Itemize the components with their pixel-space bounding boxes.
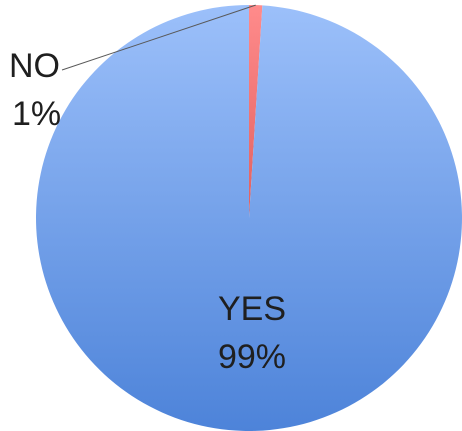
pie-slices — [36, 5, 462, 431]
slice-pct-no: 1% — [12, 95, 61, 133]
slice-pct-yes: 99% — [218, 338, 286, 376]
pie-labels: NO 1% YES 99% — [9, 4, 286, 376]
pie-slice-no — [249, 5, 263, 218]
no-leader-line — [61, 4, 256, 71]
slice-label-no: NO — [9, 47, 60, 85]
pie-slice-yes — [36, 5, 462, 431]
slice-label-yes: YES — [218, 290, 286, 328]
